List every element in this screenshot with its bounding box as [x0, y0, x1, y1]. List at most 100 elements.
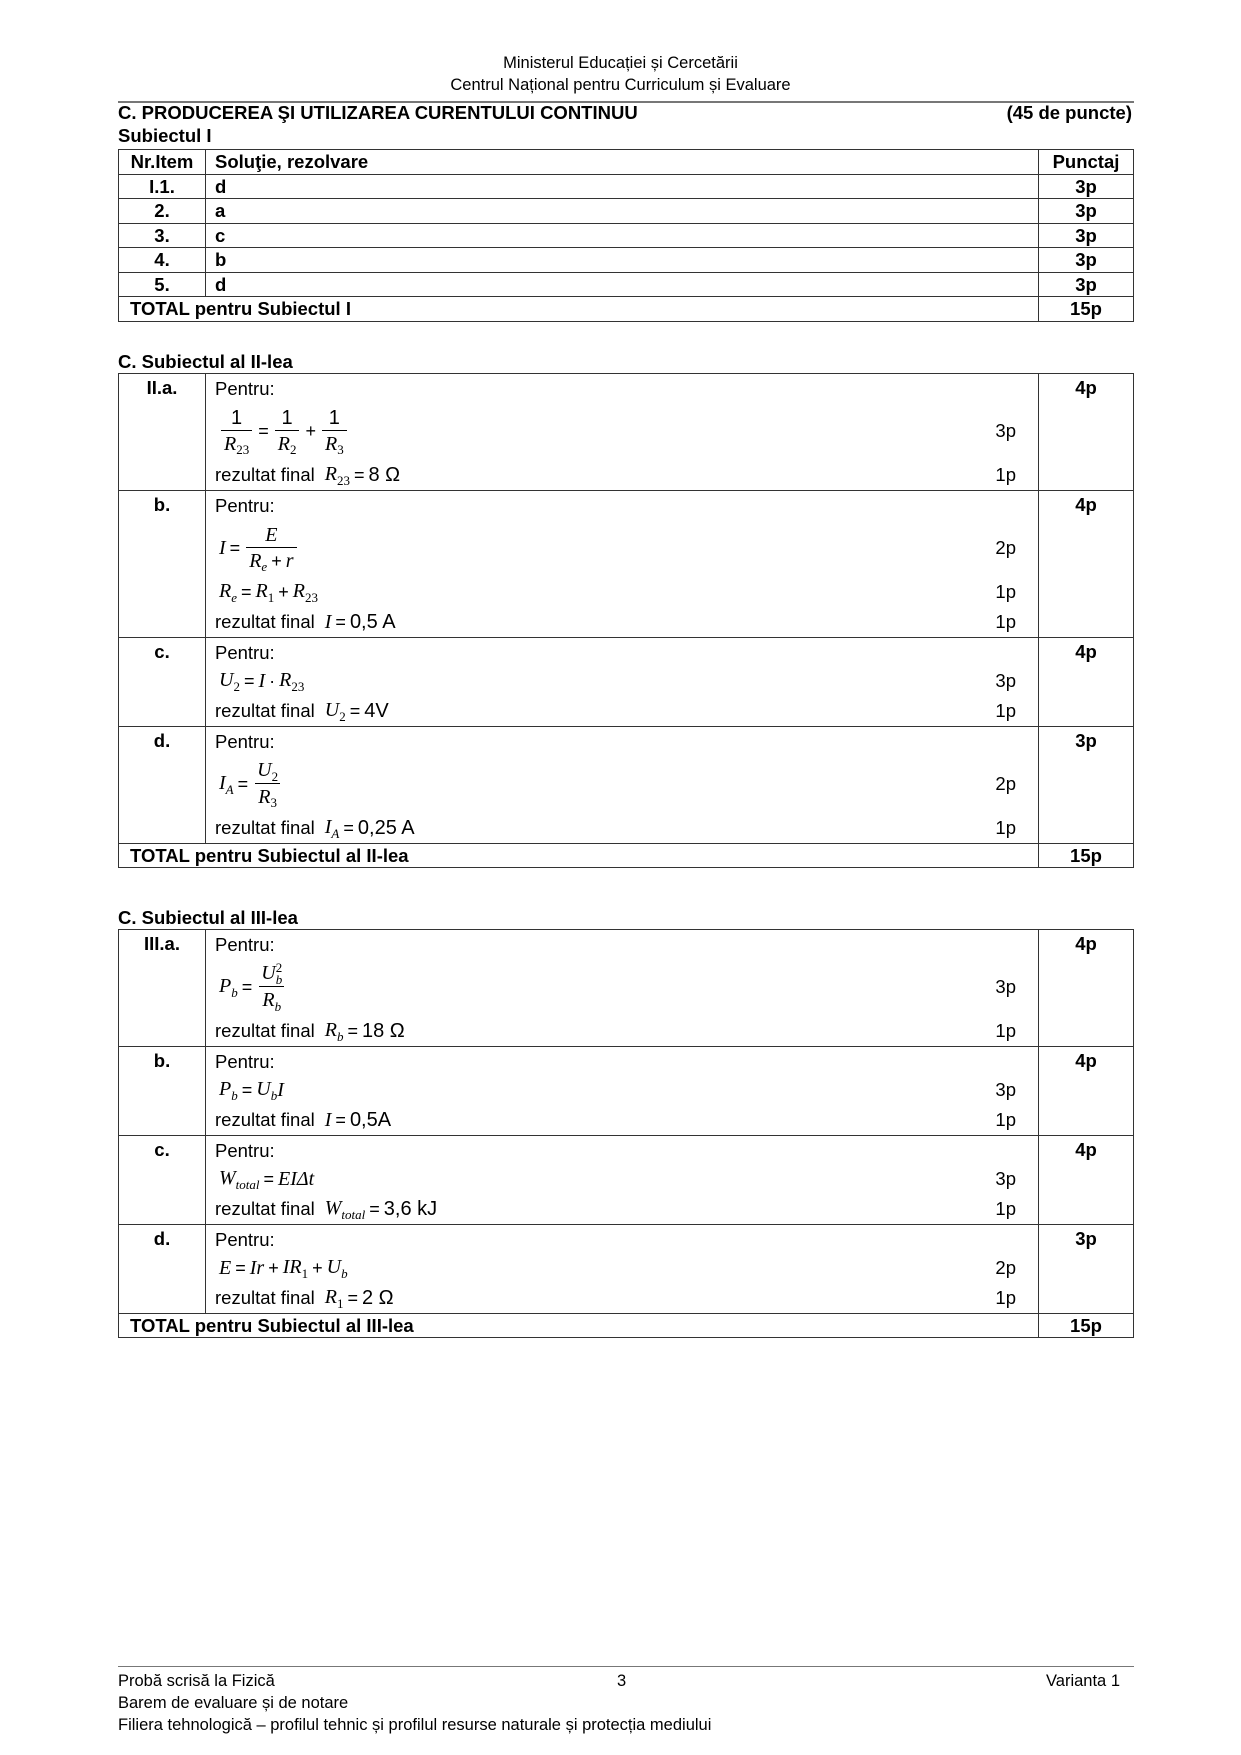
header-center: Centrul Național pentru Curriculum și Ev… [450, 76, 791, 94]
term-symbol: 1 [281, 406, 293, 429]
item-points: 3p [1038, 173, 1134, 199]
term-symbol: R [324, 432, 338, 455]
math-term: I [325, 611, 332, 634]
subject3-heading: C. Subiectul al III-lea [118, 907, 298, 928]
formula-wrap: rezultat final U 2 = 4V [215, 699, 389, 722]
footer-variant: Varianta 1 [1046, 1672, 1120, 1690]
solution-content: Pentru: 1 R 23 = 1 R 2 +1 R 3 3p rezultat final R 23 = 8… [206, 374, 1038, 490]
index-box: 3 [270, 787, 277, 809]
operator: · [269, 670, 276, 691]
term-symbol: R [292, 580, 305, 603]
operator: + [271, 550, 282, 571]
subscript: total [341, 1206, 366, 1222]
points-cell: 3p [1038, 726, 1134, 844]
operator: = [347, 1020, 358, 1041]
step-points: 1p [995, 700, 1016, 721]
section-points: (45 de puncte) [1006, 102, 1132, 123]
final-result-line: rezultat final U 2 = 4V 1p [215, 696, 1016, 726]
formula: R 1 = 2 Ω [321, 1286, 394, 1309]
points-cell: 4p [1038, 490, 1134, 638]
footer-page-number: 3 [617, 1672, 627, 1690]
final-result-line: rezultat final R 1 = 2 Ω 1p [215, 1283, 1016, 1313]
subscript: 23 [336, 472, 350, 488]
step-lead: Pentru: [215, 729, 1016, 755]
final-result-line: rezultat final I A = 0,25 A 1p [215, 813, 1016, 843]
term-symbol: U [324, 699, 340, 722]
item-number: 4. [118, 247, 206, 273]
answer: c [205, 222, 1039, 248]
total-label: TOTAL pentru Subiectul al II-lea [118, 843, 1039, 868]
lead-text: Pentru: [215, 495, 275, 516]
term-symbol: R [219, 580, 232, 603]
term-symbol: I [219, 536, 226, 559]
term-symbol: IR [282, 1256, 302, 1279]
formula: I = 0,5A [321, 1109, 391, 1132]
lead-text: Pentru: [215, 1229, 275, 1250]
term-symbol: P [219, 1078, 232, 1101]
subscript: 23 [291, 678, 305, 694]
term-symbol: 0,25 A [357, 816, 415, 839]
item-points: 4p [1075, 933, 1097, 954]
table-header-row: Nr.Item Soluţie, rezolvare Punctaj [118, 149, 1134, 175]
fraction-numerator: 1 [228, 406, 245, 430]
fraction-denominator: R 23 [221, 429, 253, 457]
section-title: C. PRODUCEREA ŞI UTILIZAREA CURENTULUI C… [118, 102, 638, 123]
operator: = [229, 537, 241, 558]
step-lead: Pentru: [215, 932, 1016, 958]
index-box: e [261, 551, 267, 573]
term-symbol: P [219, 975, 232, 998]
table-row: d. Pentru: I A = U 2 R 3 2p rezultat final I A = 0,25 … [118, 726, 1134, 844]
index-box: 2 [290, 434, 297, 456]
index-box: b [231, 1080, 238, 1102]
term-symbol: U [326, 1256, 342, 1279]
term-symbol: I [324, 816, 332, 839]
formula-wrap: 1 R 23 = 1 R 2 +1 R 3 [215, 406, 349, 457]
term-symbol: 1 [231, 406, 243, 429]
points-cell: 4p [1038, 637, 1134, 727]
subscript: b [341, 1265, 348, 1281]
formula: I A = U 2 R 3 [215, 758, 283, 809]
table-row: 2. a 3p [118, 198, 1134, 224]
lead-text: Pentru: [215, 1140, 275, 1161]
subscript: 3 [270, 795, 277, 811]
item-cell: d. [118, 1224, 206, 1314]
formula: 1 R 23 = 1 R 2 +1 R 3 [215, 406, 349, 457]
term-symbol: R [277, 432, 290, 455]
operator: = [335, 611, 346, 632]
term-symbol: I [219, 772, 226, 795]
col-header-item: Nr.Item [118, 149, 206, 175]
table-row: I.1. d 3p [118, 173, 1134, 199]
math-term: I [325, 1109, 332, 1132]
answer: d [205, 271, 1039, 297]
formula-line: U 2 = I · R 23 3p [215, 666, 1016, 696]
formula-wrap: rezultat final I = 0,5A [215, 1109, 391, 1132]
final-result-line: rezultat final R 23 = 8 Ω 1p [215, 460, 1016, 490]
index-box: 2 [233, 671, 240, 693]
term-symbol: W [219, 1167, 236, 1190]
item-cell: b. [118, 490, 206, 638]
total-row: TOTAL pentru Subiectul al II-lea 15p [118, 843, 1134, 868]
subscript: A [331, 825, 340, 841]
total-row: TOTAL pentru Subiectul al III-lea 15p [118, 1313, 1134, 1338]
lead-text: Pentru: [215, 934, 275, 955]
index-box: 23 [337, 465, 350, 487]
term-symbol: R [258, 785, 271, 808]
